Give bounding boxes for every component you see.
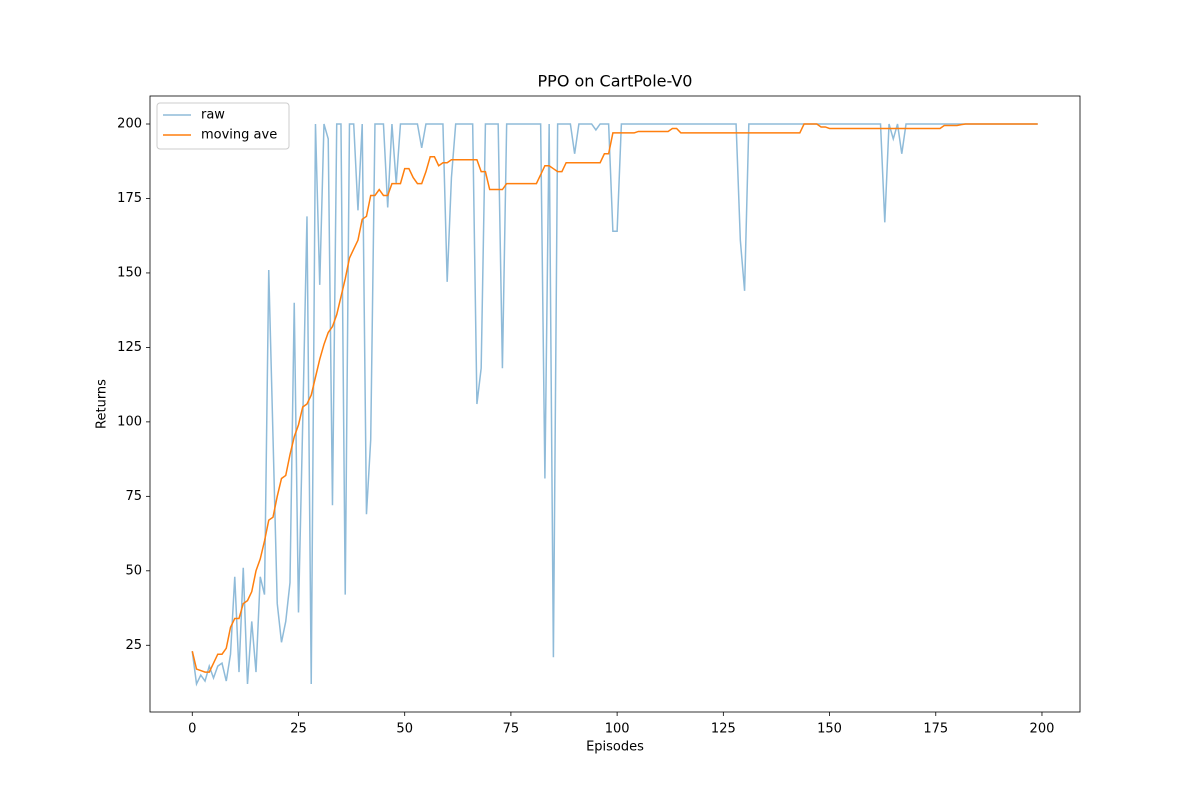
x-axis-label: Episodes [586, 740, 644, 755]
y-tick-label: 150 [117, 265, 142, 280]
x-tick-label: 200 [1030, 722, 1055, 737]
y-tick-label: 125 [117, 340, 142, 355]
y-tick-label: 25 [125, 638, 142, 653]
x-tick-label: 100 [605, 722, 630, 737]
y-tick-label: 175 [117, 191, 142, 206]
legend-label: raw [201, 108, 225, 123]
chart-title: PPO on CartPole-V0 [538, 72, 693, 91]
x-tick-label: 50 [396, 722, 413, 737]
y-tick-label: 50 [125, 563, 142, 578]
legend-label: moving ave [201, 128, 277, 143]
y-tick-label: 75 [125, 489, 142, 504]
x-tick-label: 75 [503, 722, 520, 737]
y-axis-label: Returns [95, 379, 110, 429]
line [191, 123, 1038, 687]
y-tick-label: 100 [117, 414, 142, 429]
x-tick-label: 0 [188, 722, 196, 737]
plot-frame [149, 95, 1081, 713]
line [191, 123, 1038, 673]
x-tick-label: 25 [290, 722, 307, 737]
x-tick-label: 150 [817, 722, 842, 737]
x-tick-label: 175 [923, 722, 948, 737]
y-tick-label: 200 [117, 117, 142, 132]
x-tick-label: 125 [711, 722, 736, 737]
